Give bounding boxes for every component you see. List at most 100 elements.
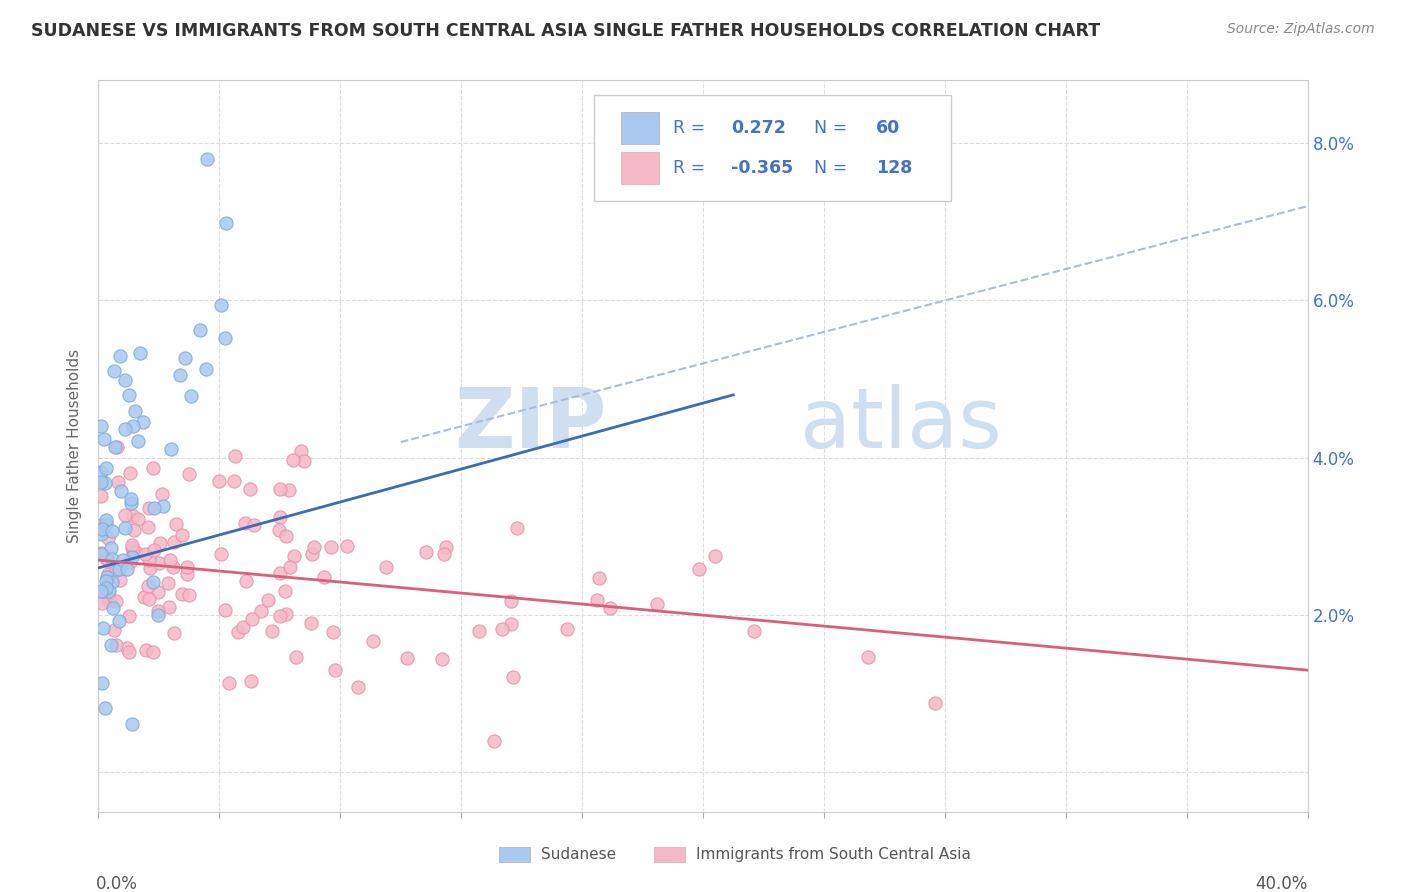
Point	[90, 547, 112, 561]
Point	[232, 620, 254, 634]
Point	[160, 442, 183, 457]
Point	[93, 700, 115, 714]
Point	[103, 623, 125, 637]
Bar	[654, 847, 685, 862]
Point	[285, 650, 308, 665]
Y-axis label: Single Father Households: Single Father Households	[67, 349, 83, 543]
Point	[162, 535, 184, 549]
Point	[90, 526, 112, 541]
Point	[249, 604, 271, 618]
Point	[90, 475, 112, 490]
Point	[94, 517, 117, 532]
Point	[314, 570, 336, 584]
Point	[94, 574, 117, 588]
Point	[269, 523, 291, 537]
Point	[138, 500, 160, 515]
Text: R =: R =	[672, 119, 716, 136]
Point	[134, 591, 156, 605]
Text: N =: N =	[803, 159, 859, 177]
Text: 0.272: 0.272	[731, 119, 786, 136]
Point	[269, 566, 291, 580]
Point	[688, 562, 710, 576]
Point	[105, 563, 128, 577]
Point	[142, 645, 165, 659]
Text: Sudanese: Sudanese	[541, 847, 616, 862]
Point	[96, 569, 118, 583]
Point	[117, 608, 139, 623]
Point	[586, 593, 609, 607]
Point	[224, 449, 246, 463]
Point	[226, 625, 249, 640]
Point	[235, 574, 257, 588]
Point	[277, 483, 299, 497]
Text: 128: 128	[876, 159, 912, 177]
Point	[114, 422, 136, 436]
Point	[152, 499, 174, 513]
Point	[468, 624, 491, 638]
Point	[135, 642, 157, 657]
Point	[110, 483, 132, 498]
Point	[148, 604, 170, 618]
Text: 60: 60	[876, 119, 900, 136]
Point	[110, 574, 132, 588]
Point	[105, 440, 128, 454]
Point	[101, 524, 124, 539]
Point	[278, 559, 301, 574]
Point	[148, 556, 170, 570]
Point	[361, 634, 384, 648]
Point	[214, 331, 236, 345]
Point	[114, 508, 136, 522]
Point	[139, 560, 162, 574]
Point	[136, 579, 159, 593]
Point	[122, 509, 145, 524]
Point	[322, 625, 344, 640]
Point	[281, 453, 304, 467]
Point	[176, 560, 198, 574]
Point	[98, 593, 121, 607]
Point	[90, 466, 112, 480]
Point	[118, 388, 141, 402]
Point	[94, 461, 117, 475]
Point	[239, 482, 262, 496]
Point	[121, 717, 143, 731]
Point	[415, 545, 437, 559]
Point	[138, 553, 160, 567]
Text: 40.0%: 40.0%	[1256, 875, 1308, 892]
Point	[105, 638, 128, 652]
Text: Source: ZipAtlas.com: Source: ZipAtlas.com	[1227, 22, 1375, 37]
Point	[283, 549, 305, 563]
Point	[90, 489, 112, 503]
Point	[506, 521, 529, 535]
Point	[104, 440, 127, 454]
Point	[170, 586, 193, 600]
Point	[148, 608, 170, 623]
Point	[218, 676, 240, 690]
Text: N =: N =	[803, 119, 859, 136]
Point	[214, 603, 236, 617]
Point	[299, 616, 322, 631]
Point	[274, 583, 297, 598]
Point	[499, 594, 522, 608]
Point	[96, 552, 118, 566]
Point	[319, 540, 342, 554]
Point	[90, 419, 112, 434]
Point	[97, 593, 120, 607]
Point	[136, 520, 159, 534]
Point	[336, 539, 359, 553]
Point	[96, 513, 118, 527]
Point	[323, 664, 346, 678]
Point	[239, 674, 262, 689]
Point	[122, 523, 145, 537]
Text: 0.0%: 0.0%	[96, 875, 138, 892]
Point	[90, 518, 112, 533]
Point	[742, 624, 765, 639]
Point	[98, 584, 121, 599]
Point	[150, 487, 173, 501]
Point	[434, 540, 457, 554]
Point	[269, 482, 291, 496]
Point	[121, 541, 143, 556]
Point	[96, 567, 118, 582]
Point	[101, 559, 124, 574]
Point	[138, 591, 160, 606]
Point	[121, 550, 143, 565]
